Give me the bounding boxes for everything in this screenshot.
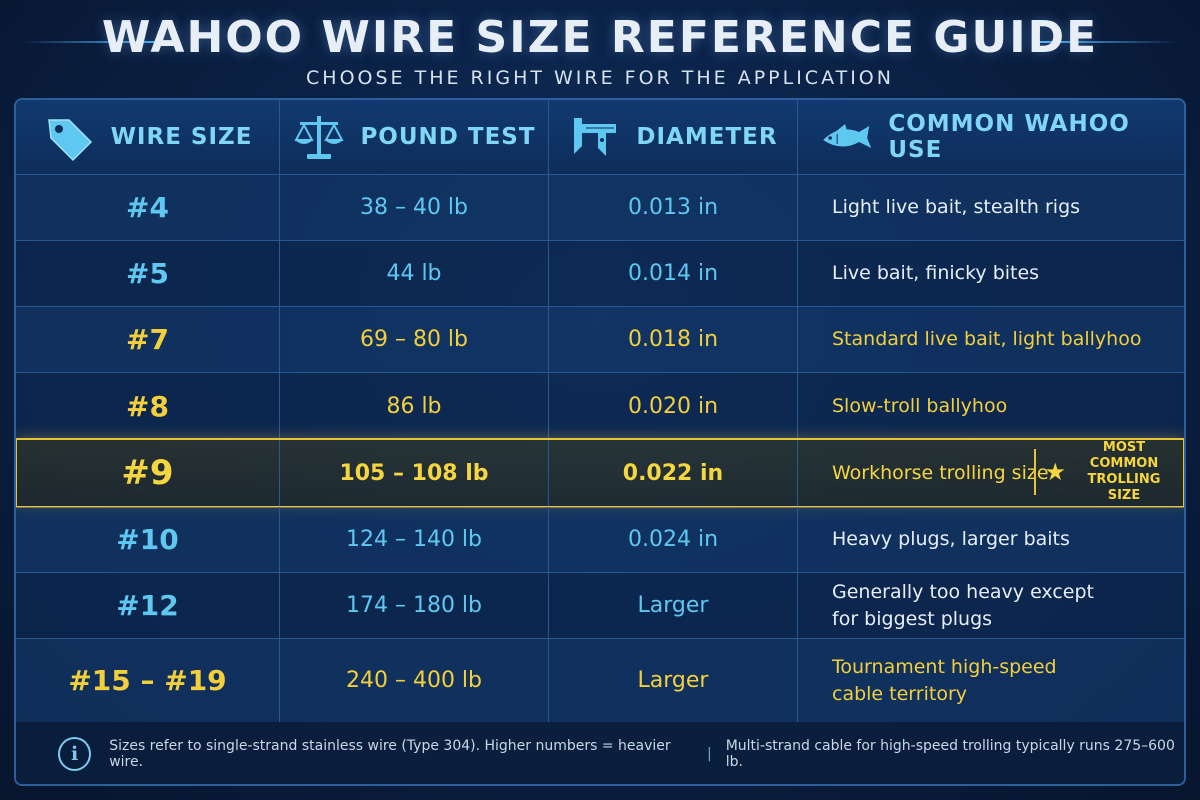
header-use-label: COMMON WAHOO USE	[888, 111, 1130, 163]
title-decoration-left	[20, 41, 160, 43]
use-value: Live bait, finicky bites	[832, 260, 1039, 287]
header-wire-size: WIRE SIZE	[16, 100, 280, 174]
use-line-2: cable territory	[832, 682, 967, 705]
diameter-value: Larger	[637, 668, 709, 693]
pound-test-value: 105 – 108 lb	[339, 460, 489, 486]
use-value: Light live bait, stealth rigs	[832, 194, 1080, 221]
use-line-1: Generally too heavy except	[832, 580, 1094, 603]
header-pound-test-label: POUND TEST	[360, 124, 536, 150]
use-line-1: Workhorse trolling size	[832, 461, 1049, 484]
title-decoration-right	[1040, 41, 1180, 43]
info-icon: i	[58, 737, 92, 771]
header-diameter-label: DIAMETER	[636, 124, 778, 150]
header-pound-test: POUND TEST	[280, 100, 549, 174]
use-value: Tournament high-speed cable territory	[832, 654, 1057, 708]
diameter-value: Larger	[637, 593, 709, 618]
tag-icon	[47, 119, 92, 162]
table-row: #8 86 lb 0.020 in Slow-troll ballyhoo	[16, 373, 1184, 439]
pound-test-value: 86 lb	[386, 393, 442, 419]
use-line-1: Slow-troll ballyhoo	[832, 394, 1008, 417]
wire-size-value: #5	[126, 257, 169, 290]
use-value: Standard live bait, light ballyhoo	[832, 326, 1141, 353]
diameter-value: 0.014 in	[627, 261, 719, 286]
table-row: #10 124 – 140 lb 0.024 in Heavy plugs, l…	[16, 507, 1184, 573]
scale-icon	[294, 116, 345, 159]
pound-test-value: 38 – 40 lb	[359, 195, 469, 220]
badge-line-2: TROLLING SIZE	[1087, 472, 1161, 503]
footer-note: i Sizes refer to single-strand stainless…	[16, 722, 1184, 784]
use-line-2: for biggest plugs	[832, 607, 993, 630]
footer-note-1: Sizes refer to single-strand stainless w…	[109, 738, 671, 770]
use-line-1: Standard live bait, light ballyhoo	[832, 328, 1142, 350]
pound-test-value: 69 – 80 lb	[359, 327, 469, 352]
diameter-value: 0.024 in	[627, 527, 719, 552]
wire-size-value: #12	[116, 589, 179, 622]
use-value: Heavy plugs, larger baits	[832, 526, 1070, 553]
table-row: #15 – #19 240 – 400 lb Larger Tournament…	[16, 639, 1184, 722]
footer-separator: |	[707, 746, 712, 762]
wire-size-value: #15 – #19	[68, 664, 227, 697]
wire-size-table: WIRE SIZE POUND TEST DIAMETER	[14, 98, 1186, 786]
title-block: WAHOO WIRE SIZE REFERENCE GUIDE CHOOSE T…	[0, 10, 1200, 90]
badge-line-1: MOST COMMON	[1089, 440, 1159, 471]
pound-test-value: 174 – 180 lb	[345, 593, 483, 618]
wire-size-value: #9	[121, 453, 174, 493]
table-row: #7 69 – 80 lb 0.018 in Standard live bai…	[16, 307, 1184, 373]
use-value: Slow-troll ballyhoo	[832, 393, 1007, 420]
footer-note-2: Multi-strand cable for high-speed trolli…	[725, 738, 1175, 770]
diameter-value: 0.013 in	[627, 195, 719, 220]
caliper-icon	[574, 118, 617, 156]
table-row: #12 174 – 180 lb Larger Generally too he…	[16, 573, 1184, 639]
use-line-1: Light live bait, stealth rigs	[832, 196, 1081, 218]
wire-size-value: #10	[116, 523, 179, 556]
page-title: WAHOO WIRE SIZE REFERENCE GUIDE	[101, 12, 1099, 63]
diameter-value: 0.018 in	[627, 327, 719, 352]
use-line-1: Tournament high-speed	[832, 655, 1057, 678]
header-diameter: DIAMETER	[549, 100, 798, 174]
page-subtitle: CHOOSE THE RIGHT WIRE FOR THE APPLICATIO…	[306, 67, 894, 89]
most-common-badge: ★ MOST COMMON TROLLING SIZE	[1034, 440, 1176, 503]
table-row-highlighted: #9 105 – 108 lb 0.022 in Workhorse troll…	[16, 438, 1184, 508]
diameter-value: 0.020 in	[627, 393, 719, 419]
use-line-1: Live bait, finicky bites	[832, 262, 1040, 284]
header-use: COMMON WAHOO USE	[798, 100, 1184, 174]
wire-size-value: #8	[126, 389, 169, 423]
pound-test-value: 240 – 400 lb	[345, 668, 483, 693]
use-value: Workhorse trolling size	[832, 460, 1049, 487]
star-icon: ★	[1044, 458, 1066, 486]
pound-test-value: 44 lb	[386, 261, 442, 286]
table-row: #4 38 – 40 lb 0.013 in Light live bait, …	[16, 175, 1184, 241]
use-value: Generally too heavy except for biggest p…	[832, 579, 1094, 633]
pound-test-value: 124 – 140 lb	[345, 527, 483, 552]
use-line-1: Heavy plugs, larger baits	[832, 528, 1070, 550]
table-header: WIRE SIZE POUND TEST DIAMETER	[16, 100, 1184, 175]
diameter-value: 0.022 in	[622, 460, 724, 486]
fish-icon	[823, 124, 872, 148]
wire-size-value: #4	[126, 191, 169, 224]
table-row: #5 44 lb 0.014 in Live bait, finicky bit…	[16, 241, 1184, 307]
header-wire-size-label: WIRE SIZE	[110, 124, 253, 150]
wire-size-value: #7	[126, 323, 169, 356]
